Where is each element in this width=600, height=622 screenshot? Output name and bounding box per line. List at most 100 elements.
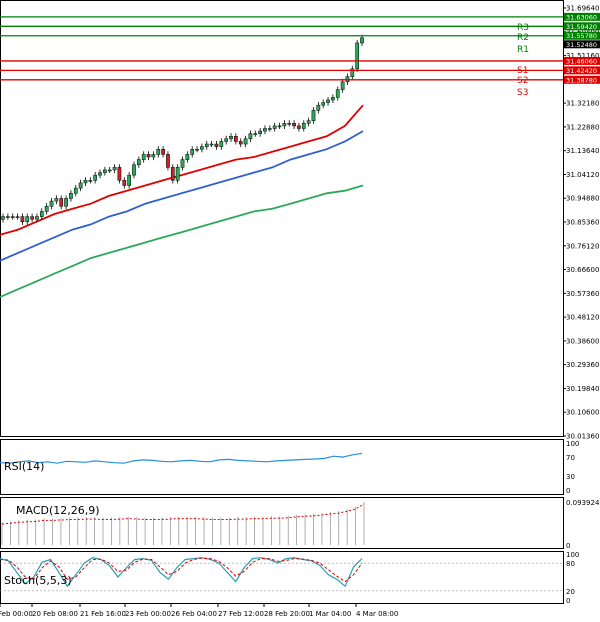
price-tick-label: 30.57360 xyxy=(566,290,599,298)
time-tick-label: 20 Feb 08:00 xyxy=(32,610,78,618)
candle-body xyxy=(185,154,190,160)
stoch-tick-label: 20 xyxy=(566,588,575,596)
macd-tick-label: 0.093924 xyxy=(566,499,600,507)
time-tick-label: 26 Feb 04:00 xyxy=(171,610,217,618)
price-tick-label: 31.04120 xyxy=(566,171,599,179)
candle-body xyxy=(49,200,54,207)
time-tick-label: 4 Mar 08:00 xyxy=(356,610,398,618)
price-tick-label: 30.19840 xyxy=(566,385,599,393)
pivot-level-price: 31.59420 xyxy=(566,23,597,31)
moving-average-line xyxy=(0,184,364,298)
price-tick-label: 30.66600 xyxy=(566,266,599,274)
stoch-panel-frame xyxy=(0,551,564,604)
pivot-level-price: 31.42420 xyxy=(566,67,597,75)
candle-body xyxy=(83,180,88,184)
candle-body xyxy=(146,154,151,158)
time-tick-label: Feb 00:00 xyxy=(0,610,33,618)
candle-body xyxy=(64,198,68,207)
candle-body xyxy=(200,146,204,150)
pivot-level-price: 31.38780 xyxy=(566,76,597,84)
candle-body xyxy=(263,128,267,132)
candle-body xyxy=(297,125,301,129)
candle-body xyxy=(243,138,248,145)
pivot-level-price: 31.46060 xyxy=(566,57,597,65)
price-tick-label: 30.01360 xyxy=(566,433,599,441)
candle-body xyxy=(107,169,112,172)
stoch-tick-label: 80 xyxy=(566,560,575,568)
price-tick-label: 31.22880 xyxy=(566,123,599,131)
price-tick-label: 31.51160 xyxy=(566,52,599,60)
candle-body xyxy=(321,102,326,106)
current-price-box xyxy=(564,40,600,49)
price-tick-label: 30.85360 xyxy=(566,219,599,227)
price-tick-label: 30.29360 xyxy=(566,361,599,369)
candle-body xyxy=(78,182,83,189)
candle-body xyxy=(161,148,165,155)
pivot-level-price-box xyxy=(564,66,600,75)
rsi-tick-label: 70 xyxy=(566,454,575,462)
candle-body xyxy=(219,141,224,147)
stoch-tick-label: 100 xyxy=(566,551,579,559)
candle-body xyxy=(248,133,253,140)
candle-body xyxy=(195,148,199,151)
price-tick-label: 31.69640 xyxy=(566,5,599,13)
candle-body xyxy=(103,169,107,173)
candle-body xyxy=(350,68,355,77)
pivot-level-name: R3 xyxy=(517,23,529,33)
candle-body xyxy=(156,148,161,155)
candle-body xyxy=(204,143,209,147)
macd-tick-label: 0 xyxy=(566,542,570,550)
rsi-tick-label: 30 xyxy=(566,473,575,481)
candle-body xyxy=(229,136,233,140)
candle-body xyxy=(214,143,219,147)
candle-body xyxy=(93,174,98,181)
candle-body xyxy=(44,205,49,212)
candle-body xyxy=(132,164,136,176)
candle-body xyxy=(10,216,15,218)
candle-body xyxy=(277,125,282,128)
candle-body xyxy=(209,143,214,146)
pivot-level-name: S3 xyxy=(517,88,528,98)
candle-body xyxy=(292,123,296,127)
price-tick-label: 30.76120 xyxy=(566,242,599,250)
price-tick-label: 31.13640 xyxy=(566,147,599,155)
rsi-line xyxy=(0,452,363,464)
price-tick-label: 30.10600 xyxy=(566,409,599,417)
price-tick-label: 31.32180 xyxy=(566,100,599,108)
stoch-d-line xyxy=(0,557,363,583)
candle-body xyxy=(122,180,127,186)
candle-body xyxy=(25,216,30,223)
macd-panel-frame xyxy=(0,497,564,549)
candle-body xyxy=(190,148,195,155)
candle-body xyxy=(224,138,229,142)
candle-body xyxy=(1,216,5,220)
candle-body xyxy=(112,167,117,171)
moving-average-line xyxy=(0,130,364,262)
rsi-tick-label: 0 xyxy=(566,487,570,495)
candle-body xyxy=(166,154,170,168)
candle-body xyxy=(287,123,292,125)
time-tick-label: 28 Feb 20:00 xyxy=(264,610,310,618)
pivot-level-name: S2 xyxy=(517,76,528,86)
candle-body xyxy=(267,128,272,130)
candle-body xyxy=(59,198,64,207)
time-tick-label: 23 Feb 00:00 xyxy=(125,610,171,618)
candle-body xyxy=(98,172,102,176)
candle-body xyxy=(234,136,238,142)
rsi-title: RSI(14) xyxy=(4,460,44,473)
candle-body xyxy=(360,37,364,44)
candle-body xyxy=(15,216,20,218)
candle-body xyxy=(335,89,340,98)
candle-body xyxy=(136,159,141,166)
candle-body xyxy=(306,120,311,124)
current-price-label: 31.52480 xyxy=(566,41,597,49)
pivot-level-name: R2 xyxy=(517,33,529,43)
pivot-level-price-box xyxy=(564,12,600,21)
macd-signal-line xyxy=(1,503,365,525)
candle-body xyxy=(238,141,243,145)
candle-body xyxy=(54,198,59,202)
candle-body xyxy=(20,216,25,223)
stoch-title: Stoch(5,5,3) xyxy=(4,574,72,587)
stoch-tick-label: 0 xyxy=(566,597,570,605)
